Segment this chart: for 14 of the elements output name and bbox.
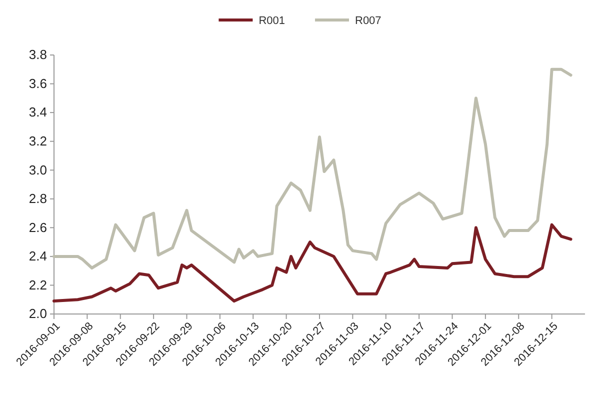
y-tick-label: 3.4 [28, 104, 47, 120]
y-tick-label: 2.0 [28, 306, 47, 322]
line-series [52, 223, 572, 303]
y-tick-label: 2.4 [28, 248, 47, 264]
y-tick-label: 2.2 [28, 277, 47, 292]
y-tick-label: 3.0 [28, 162, 47, 178]
line-series [52, 68, 572, 270]
legend-label: R007 [355, 15, 382, 27]
y-tick-label: 3.8 [28, 47, 47, 62]
y-tick-label: 2.6 [28, 220, 47, 235]
y-tick-label: 3.2 [28, 133, 47, 148]
y-tick-label: 3.6 [28, 76, 47, 91]
y-tick-label: 2.8 [28, 191, 47, 206]
legend-label: R001 [258, 15, 285, 27]
